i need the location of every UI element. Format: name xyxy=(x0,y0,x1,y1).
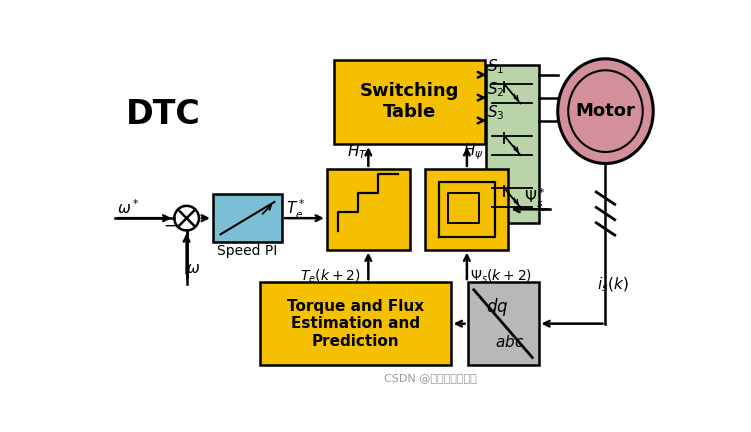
Text: $S_3$: $S_3$ xyxy=(487,104,504,122)
Text: $abc$: $abc$ xyxy=(495,334,524,350)
Bar xyxy=(327,169,410,250)
Text: $H_T$: $H_T$ xyxy=(347,143,368,161)
Text: DTC: DTC xyxy=(126,98,201,131)
Text: $-$: $-$ xyxy=(164,215,177,233)
Text: $\Psi_s(k+2)$: $\Psi_s(k+2)$ xyxy=(470,267,532,285)
Bar xyxy=(213,194,282,242)
Text: $T_e(k+2)$: $T_e(k+2)$ xyxy=(300,267,360,285)
Text: CSDN @初心不忘产学研: CSDN @初心不忘产学研 xyxy=(385,373,477,383)
Text: $S_1$: $S_1$ xyxy=(487,58,504,76)
Bar xyxy=(425,169,508,250)
Text: $S_2$: $S_2$ xyxy=(487,81,504,99)
Text: $\omega^*$: $\omega^*$ xyxy=(116,198,140,217)
Ellipse shape xyxy=(569,70,643,152)
Text: $H_\psi$: $H_\psi$ xyxy=(463,142,484,162)
Bar xyxy=(260,282,451,365)
Bar xyxy=(486,65,538,223)
Text: $i_s(k)$: $i_s(k)$ xyxy=(597,276,629,294)
Bar xyxy=(468,282,538,365)
Text: Torque and Flux
Estimation and
Prediction: Torque and Flux Estimation and Predictio… xyxy=(287,299,424,349)
Text: Switching
Table: Switching Table xyxy=(360,83,459,121)
Text: Motor: Motor xyxy=(575,102,635,120)
Text: $T_e^*$: $T_e^*$ xyxy=(286,197,306,220)
Bar xyxy=(334,60,484,144)
Text: Speed PI: Speed PI xyxy=(217,244,278,258)
Circle shape xyxy=(174,206,199,231)
Text: $\Psi_s^*$: $\Psi_s^*$ xyxy=(524,187,545,210)
Text: $dq$: $dq$ xyxy=(486,296,508,318)
Text: $\omega$: $\omega$ xyxy=(185,261,200,276)
Ellipse shape xyxy=(558,59,653,163)
